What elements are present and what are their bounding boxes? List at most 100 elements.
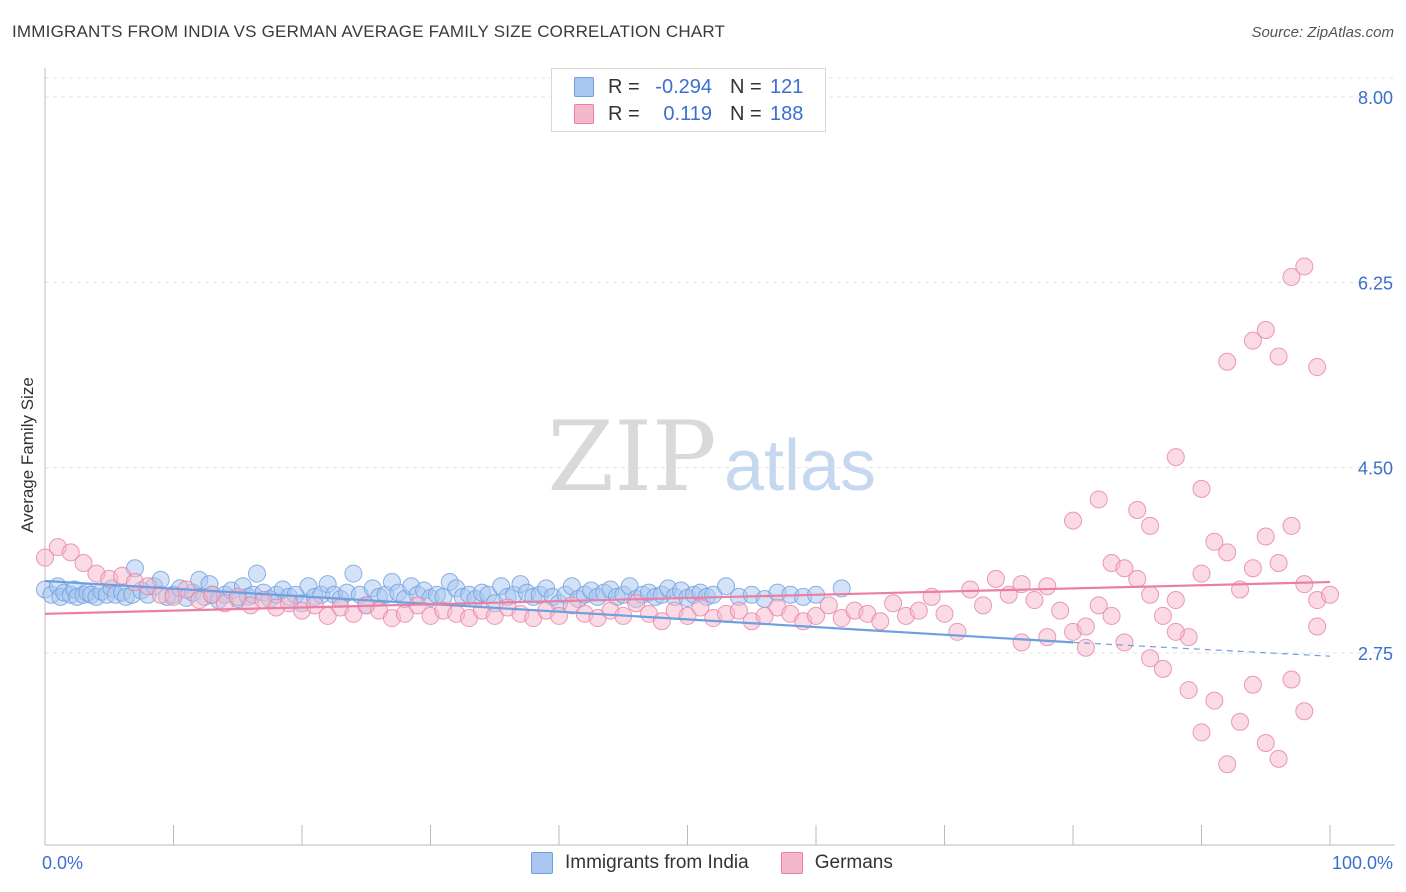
tick-labels: 2.75 4.50 6.25 8.00 0.0% 100.0% [42, 88, 1393, 873]
data-point [819, 596, 838, 615]
data-point [1153, 659, 1172, 678]
legend-swatch-germans [574, 104, 594, 124]
data-point [1256, 527, 1275, 546]
legend-r-value: -0.294 [655, 75, 712, 98]
data-point [1038, 577, 1057, 596]
data-point [74, 553, 93, 572]
data-point [1205, 691, 1224, 710]
grid [45, 77, 1395, 654]
data-point [717, 577, 736, 596]
legend-n-label: N = [730, 75, 762, 98]
data-point [1025, 591, 1044, 610]
data-point [61, 543, 80, 562]
data-point [344, 564, 363, 583]
data-point [1308, 358, 1327, 377]
legend-label-germans: Germans [814, 852, 893, 873]
data-point [704, 585, 723, 604]
legend-item-india: Immigrants from India [531, 852, 749, 874]
data-point [1141, 516, 1160, 535]
data-point [1282, 670, 1301, 689]
legend-row-germans: R = 0.119 N = 188 [574, 101, 803, 127]
data-point [871, 612, 890, 631]
data-point [1012, 633, 1031, 652]
data-point [1166, 622, 1185, 641]
data-point [1282, 268, 1301, 287]
legend-item-germans: Germans [780, 852, 893, 874]
data-point [1231, 712, 1250, 731]
data-point [974, 596, 993, 615]
data-point [1205, 532, 1224, 551]
legend-swatch-india [531, 852, 553, 874]
data-point [1128, 569, 1147, 588]
data-point [1115, 633, 1134, 652]
data-point [729, 601, 748, 620]
data-point [948, 622, 967, 641]
data-point [1295, 257, 1314, 276]
y-axis-label: Average Family Size [18, 377, 37, 533]
data-point [1089, 596, 1108, 615]
data-point [1218, 543, 1237, 562]
legend-label-india: Immigrants from India [565, 852, 749, 873]
data-point [1076, 617, 1095, 636]
data-point [986, 569, 1005, 588]
data-point [248, 564, 267, 583]
data-point [1192, 479, 1211, 498]
data-point [832, 579, 851, 598]
data-point [1128, 501, 1147, 520]
axes [44, 68, 1395, 846]
data-point [1269, 347, 1288, 366]
chart-title: IMMIGRANTS FROM INDIA VS GERMAN AVERAGE … [12, 22, 726, 41]
data-point [1243, 331, 1262, 350]
data-point [1179, 681, 1198, 700]
data-point [691, 598, 710, 617]
y-tick-label: 2.75 [1358, 644, 1393, 664]
y-tick-label: 4.50 [1358, 459, 1393, 479]
legend-r-label: R = [608, 75, 640, 98]
data-point [1141, 649, 1160, 668]
data-point [1102, 606, 1121, 625]
legend-n-value: 188 [770, 102, 804, 125]
data-point [1089, 490, 1108, 509]
data-point [1012, 575, 1031, 594]
x-tick-label-min: 0.0% [42, 853, 83, 873]
data-point [909, 601, 928, 620]
data-point [1256, 320, 1275, 339]
data-point [1243, 559, 1262, 578]
legend-row-india: R = -0.294 N = 121 [574, 74, 803, 100]
y-tick-label: 8.00 [1358, 88, 1393, 108]
trend-line [44, 580, 1331, 615]
data-point [1115, 559, 1134, 578]
data-point [1295, 575, 1314, 594]
legend-n-label: N = [730, 102, 762, 125]
trend-line [44, 579, 1074, 644]
data-point [961, 580, 980, 599]
series-germans-points [36, 257, 1339, 774]
correlation-legend: R = -0.294 N = 121 R = 0.119 N = 188 [551, 68, 826, 132]
watermark-zip: ZIP [547, 401, 716, 513]
data-point [1153, 606, 1172, 625]
data-point [1141, 585, 1160, 604]
data-point [1269, 749, 1288, 768]
series-legend: Immigrants from India Germans [531, 852, 925, 874]
trend-line-extension [1072, 641, 1331, 657]
data-point [1192, 564, 1211, 583]
x-tick-label-max: 100.0% [1332, 853, 1393, 873]
watermark: ZIP atlas [547, 401, 876, 513]
data-point [1256, 734, 1275, 753]
data-point [1282, 516, 1301, 535]
data-point [1038, 628, 1057, 647]
legend-r-label: R = [608, 102, 640, 125]
legend-swatch-germans [780, 852, 803, 874]
data-point [1218, 755, 1237, 774]
legend-n-value: 121 [770, 75, 804, 98]
data-point [1243, 675, 1262, 694]
data-point [1192, 723, 1211, 742]
data-point [807, 606, 825, 625]
data-point [1076, 638, 1095, 657]
legend-r-value: 0.119 [663, 102, 712, 125]
data-point [1218, 352, 1237, 371]
trend-lines [44, 579, 1331, 657]
data-point [1269, 553, 1288, 572]
data-point [1308, 617, 1327, 636]
